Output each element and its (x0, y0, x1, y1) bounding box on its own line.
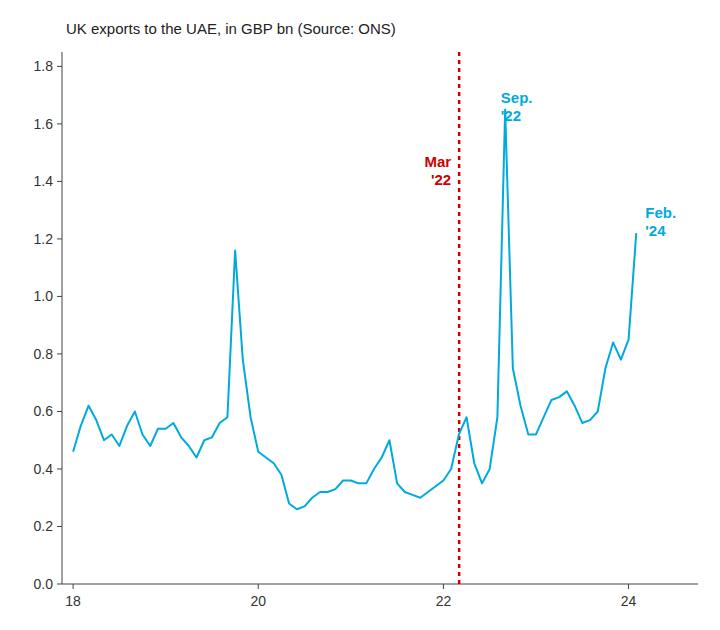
y-tick-label: 1.6 (34, 116, 54, 132)
plot-area (73, 52, 636, 584)
axes: 18 20 22 24 0.0 0.2 0.4 0.6 0.8 1.0 1.2 1.4 1.6 1.8 (34, 52, 698, 609)
chart: UK exports to the UAE, in GBP bn (Source… (0, 0, 720, 630)
y-tick (57, 123, 62, 124)
y-tick (57, 411, 62, 412)
y-tick (57, 468, 62, 469)
y-tick-label: 1.4 (34, 173, 54, 189)
annotation: Sep.'22 (501, 89, 533, 124)
background (0, 0, 720, 630)
y-tick (57, 353, 62, 354)
title: UK exports to the UAE, in GBP bn (Source… (66, 20, 396, 37)
reference-line (458, 52, 461, 584)
reference-label: Mar'22 (424, 153, 451, 188)
y-tick (57, 584, 62, 585)
x-tick (73, 584, 74, 589)
y-tick-label: 0.4 (34, 461, 54, 477)
y-tick-label: 0.0 (34, 576, 54, 592)
x-tick-label: 22 (436, 593, 452, 609)
data-line (73, 110, 636, 510)
y-tick (57, 181, 62, 182)
x-tick (258, 584, 259, 589)
x-tick-label: 20 (250, 593, 266, 609)
x-tick-label: 24 (621, 593, 637, 609)
x-tick-label: 18 (65, 593, 81, 609)
y-tick (57, 296, 62, 297)
y-tick-label: 0.2 (34, 518, 54, 534)
x-tick (628, 584, 629, 589)
y-tick-label: 1.0 (34, 288, 54, 304)
x-axis-line (62, 584, 698, 585)
y-tick-label: 0.8 (34, 346, 54, 362)
y-tick (57, 66, 62, 67)
y-tick-label: 1.2 (34, 231, 54, 247)
y-axis-line (62, 52, 63, 584)
y-tick-label: 0.6 (34, 403, 54, 419)
y-tick (57, 526, 62, 527)
annotation: Feb.'24 (645, 204, 676, 239)
x-tick (443, 584, 444, 589)
y-tick (57, 238, 62, 239)
y-tick-label: 1.8 (34, 58, 54, 74)
